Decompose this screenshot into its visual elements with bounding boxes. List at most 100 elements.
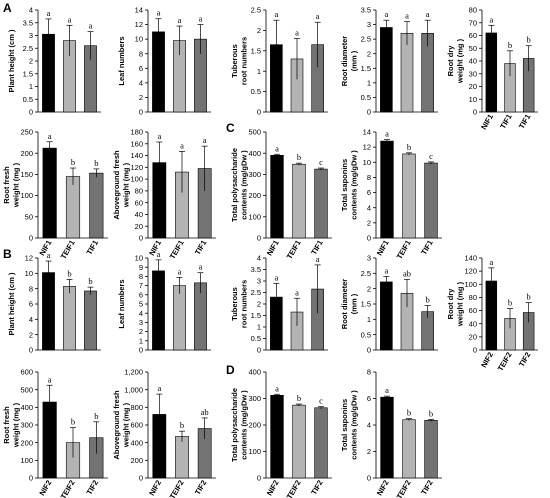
- x-tick-label: TIF1: [517, 113, 533, 131]
- significance-letter: a: [48, 131, 52, 141]
- significance-letter: a: [199, 262, 203, 272]
- chart-panel-17: D 0 100 200 300 400 Total polysaccharide conten…: [226, 363, 332, 498]
- y-tick-label: 14: [135, 6, 143, 15]
- y-tick-label: 0: [367, 346, 371, 355]
- y-tick-label: 600: [130, 421, 143, 430]
- y-tick-label: 600: [20, 368, 33, 377]
- x-tick-label: NIF1: [37, 239, 53, 258]
- bar: [173, 285, 186, 351]
- bar: [152, 270, 165, 351]
- y-tick-label: 3: [139, 318, 143, 327]
- y-tick-label: 8: [367, 368, 371, 377]
- x-tick-label: NIF1: [375, 239, 391, 258]
- significance-letter: a: [157, 383, 161, 393]
- y-tick-label: 4: [29, 6, 33, 15]
- y-tick-label: 140: [464, 254, 477, 263]
- chart-panel-7: 0 20 40 60 80 100 120 140 160 180 Aboveground fres…: [112, 128, 216, 261]
- y-axis-label: (mm ): [350, 50, 359, 71]
- y-tick-label: 2: [367, 49, 371, 58]
- significance-letter: b: [180, 420, 184, 430]
- chart-panel-4: 0 0.5 1 1.5 2 2.5 3 3.5 Root diameter (mm ) a a a: [340, 6, 438, 117]
- bar: [314, 168, 328, 239]
- bar: [42, 272, 55, 351]
- y-tick-label: 4: [139, 78, 143, 87]
- bar: [175, 436, 189, 479]
- y-axis-label: Root fresh: [2, 166, 11, 204]
- y-tick-label: 60: [469, 306, 477, 315]
- y-tick-label: 1,000: [124, 385, 143, 394]
- y-tick-label: 12: [135, 20, 143, 29]
- y-tick-label: 60: [135, 198, 143, 207]
- y-axis-label: weight (mg ): [456, 38, 465, 84]
- y-tick-label: 3: [29, 31, 33, 40]
- panel-letter: C: [226, 121, 235, 135]
- x-tick-label: TEIF2: [395, 479, 413, 498]
- significance-letter: a: [384, 265, 388, 275]
- y-tick-label: 8: [367, 173, 371, 182]
- significance-letter: b: [297, 152, 301, 162]
- y-tick-label: 0: [257, 474, 261, 483]
- y-axis-label: Total polysaccharide: [230, 148, 239, 222]
- y-tick-label: 80: [469, 6, 477, 15]
- y-tick-label: 0: [29, 474, 33, 483]
- significance-letter: a: [48, 374, 52, 384]
- y-tick-label: 8: [29, 284, 33, 293]
- significance-letter: a: [180, 140, 184, 150]
- x-tick-label: TIF2: [85, 479, 101, 497]
- y-tick-label: 1: [139, 336, 143, 345]
- significance-letter: b: [94, 411, 98, 421]
- significance-letter: b: [407, 142, 411, 152]
- x-tick-label: TEIF2: [168, 479, 186, 498]
- y-tick-label: 12: [363, 143, 371, 152]
- y-tick-label: 400: [20, 403, 33, 412]
- y-tick-label: 800: [130, 403, 143, 412]
- x-tick-label: TIF2: [309, 479, 325, 497]
- significance-letter: ab: [403, 268, 411, 278]
- y-tick-label: 20: [469, 82, 477, 91]
- y-tick-label: 1: [29, 82, 33, 91]
- y-tick-label: 1,200: [124, 368, 143, 377]
- y-axis-label: Total polysaccharide: [230, 388, 239, 462]
- y-axis-label: Root dry: [446, 45, 455, 77]
- panel-letter: B: [3, 247, 12, 261]
- y-tick-label: 10: [25, 269, 33, 278]
- y-tick-label: 1: [257, 67, 261, 76]
- y-tick-label: 0: [257, 346, 261, 355]
- y-tick-label: 3.5: [361, 6, 371, 15]
- y-tick-label: 2: [139, 93, 143, 102]
- bar: [84, 290, 97, 351]
- chart-panel-15: 0 100 200 300 400 500 600 Root fresh weight (mg …: [2, 368, 108, 498]
- y-axis-label: Aboveground fresh: [112, 390, 121, 460]
- y-tick-label: 40: [135, 210, 143, 219]
- bar: [424, 420, 438, 479]
- x-tick-label: TEIF1: [59, 239, 77, 261]
- chart-panel-10: B 0 2 4 6 8 10 12 Plant height (cm ) a b b: [3, 247, 101, 355]
- significance-letter: b: [426, 295, 430, 305]
- significance-letter: b: [94, 158, 98, 168]
- y-axis-label: Total saponins: [340, 159, 349, 211]
- y-axis-label: contents (mg/gDw ): [240, 390, 249, 460]
- y-tick-label: 0: [367, 474, 371, 483]
- y-tick-label: 80: [469, 293, 477, 302]
- x-tick-label: NIF2: [265, 479, 281, 498]
- y-axis-label: weight (mg ): [456, 281, 465, 327]
- x-tick-label: TEIF2: [496, 351, 514, 373]
- y-tick-label: 400: [130, 438, 143, 447]
- y-tick-label: 0.5: [361, 330, 371, 339]
- significance-letter: b: [297, 393, 301, 403]
- significance-letter: a: [47, 8, 51, 18]
- x-tick-label: TIF1: [498, 113, 514, 131]
- significance-letter: a: [316, 11, 320, 21]
- y-axis-label: Aboveground fresh: [112, 150, 121, 220]
- y-tick-label: 100: [20, 191, 33, 200]
- x-tick-label: NIF2: [37, 479, 53, 498]
- x-tick-label: NIF2: [375, 479, 391, 498]
- significance-letter: a: [157, 8, 161, 18]
- y-tick-label: 6: [139, 64, 143, 73]
- y-tick-label: 2: [367, 218, 371, 227]
- bar: [270, 155, 284, 239]
- y-tick-label: 120: [464, 267, 477, 276]
- y-tick-label: 0.5: [23, 95, 33, 104]
